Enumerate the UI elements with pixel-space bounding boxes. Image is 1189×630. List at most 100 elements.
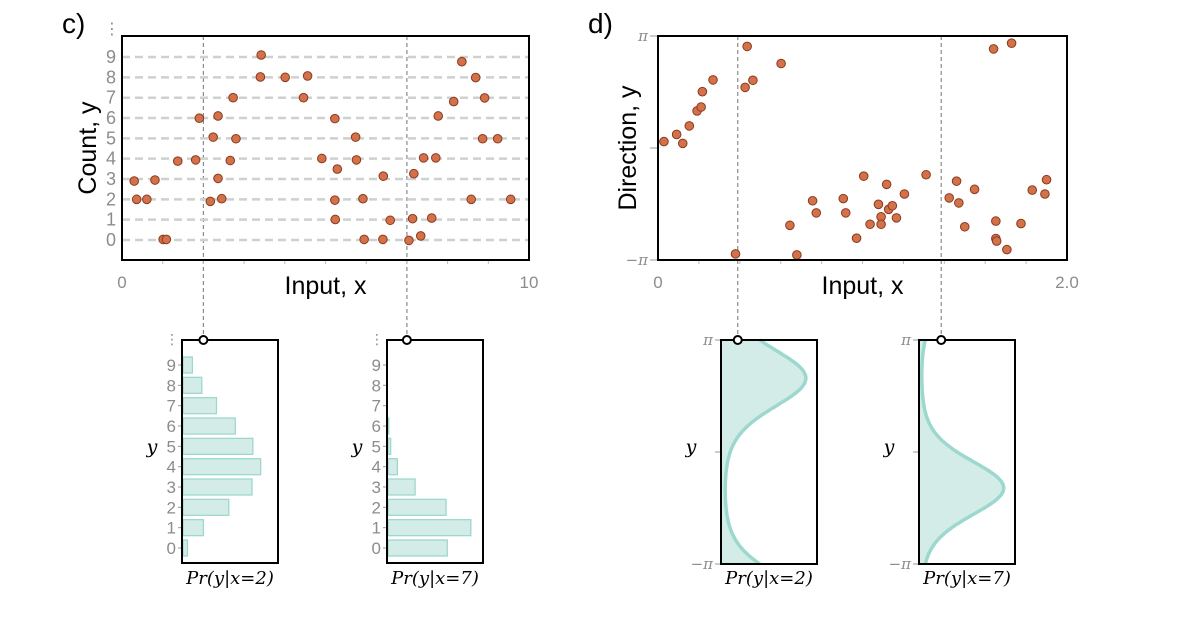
data-point [899, 189, 910, 199]
data-point [302, 71, 313, 81]
y-tick-label: 8 [167, 376, 176, 395]
data-point [959, 221, 970, 232]
data-point [426, 213, 437, 223]
data-point [358, 193, 368, 204]
y-tick-label: −π [626, 251, 650, 269]
data-point [505, 194, 516, 205]
probability-bar [387, 498, 447, 516]
conditional-caption: Pr(y|x=7) [922, 568, 1011, 589]
y-tick-label: 6 [372, 417, 381, 436]
y-tick-label: 9 [106, 47, 116, 67]
data-point [659, 136, 669, 147]
data-point [213, 173, 223, 184]
y-tick-label: π [702, 331, 714, 349]
y-tick-label: 4 [167, 458, 176, 477]
conditioning-marker [198, 335, 209, 345]
data-point [378, 234, 388, 245]
probability-bar [182, 498, 230, 516]
data-point [988, 44, 999, 54]
data-point [969, 184, 980, 195]
data-point [671, 129, 682, 140]
conditional-frame [720, 339, 818, 565]
x-tick-label: 2.0 [1055, 273, 1079, 292]
data-point [991, 216, 1001, 226]
data-point [792, 250, 802, 260]
panel-label: c) [62, 8, 85, 39]
data-point [807, 195, 818, 206]
data-point [280, 72, 291, 83]
data-point [873, 199, 884, 210]
y-tick-label: 0 [167, 539, 176, 558]
data-point [317, 153, 327, 164]
data-point [891, 213, 902, 223]
data-point [330, 214, 341, 225]
y-tick-label: π [900, 331, 912, 349]
y-tick-label: 9 [167, 356, 176, 375]
probability-bar [182, 458, 262, 476]
y-tick-label: 3 [167, 478, 176, 497]
data-point [161, 234, 172, 245]
conditional-panel: π −π y Pr(y|x=2) [685, 331, 818, 589]
data-point [1027, 185, 1038, 195]
y-tick-label: 8 [106, 67, 116, 87]
data-point [876, 219, 886, 230]
data-point [1040, 189, 1050, 199]
data-point [172, 156, 183, 166]
y-tick-label: 0 [372, 539, 381, 558]
data-point [742, 41, 752, 52]
data-point [944, 193, 955, 203]
conditional-panel: 01 234 567 89 ⋮ y Pr(y|x=2) [146, 331, 279, 589]
data-point [466, 194, 477, 205]
y-tick-label: 8 [372, 376, 381, 395]
probability-bar [387, 437, 392, 456]
data-point [887, 200, 898, 211]
data-point [748, 75, 758, 86]
data-point [433, 111, 444, 121]
conditional-y-label: y [146, 436, 158, 458]
data-point [838, 193, 849, 204]
data-point [378, 171, 389, 181]
data-point [332, 164, 343, 174]
y-axis-label: Direction, y [614, 85, 642, 211]
y-overflow-marker: ⋮ [104, 21, 120, 38]
density-curve [920, 339, 1006, 565]
data-point [776, 58, 786, 69]
data-point [708, 75, 718, 85]
conditional-y-label: y [351, 436, 363, 458]
y-tick-label: 3 [106, 169, 116, 189]
data-point [418, 153, 429, 163]
density-curve [723, 338, 808, 566]
data-point [448, 96, 459, 107]
y-tick-label: 5 [106, 128, 116, 148]
data-point [470, 72, 481, 83]
panel-label: d) [588, 8, 613, 39]
data-point [205, 196, 216, 207]
data-point [697, 86, 708, 97]
probability-bar [182, 437, 254, 456]
x-axis-label: Input, x [285, 272, 367, 300]
data-point [954, 198, 964, 208]
y-axis-label: Count, y [74, 101, 102, 195]
conditional-frame [181, 339, 279, 564]
probability-bar [182, 356, 194, 374]
density-area [721, 340, 806, 564]
data-point [951, 176, 962, 186]
y-tick-label: 4 [372, 458, 381, 477]
x-tick-label: 10 [520, 273, 539, 292]
probability-bar [387, 417, 390, 435]
data-point [430, 153, 441, 163]
data-point [194, 113, 205, 124]
y-tick-label: 7 [167, 397, 176, 416]
data-point [359, 234, 369, 245]
probability-bar [182, 539, 189, 557]
probability-bar [182, 478, 253, 496]
data-point [216, 193, 227, 204]
y-tick-label: 1 [372, 519, 381, 538]
conditional-panel: π −π y Pr(y|x=7) [883, 331, 1016, 589]
data-point [677, 138, 688, 149]
data-point [131, 194, 142, 205]
probability-bar [387, 478, 416, 496]
data-point [730, 249, 741, 259]
